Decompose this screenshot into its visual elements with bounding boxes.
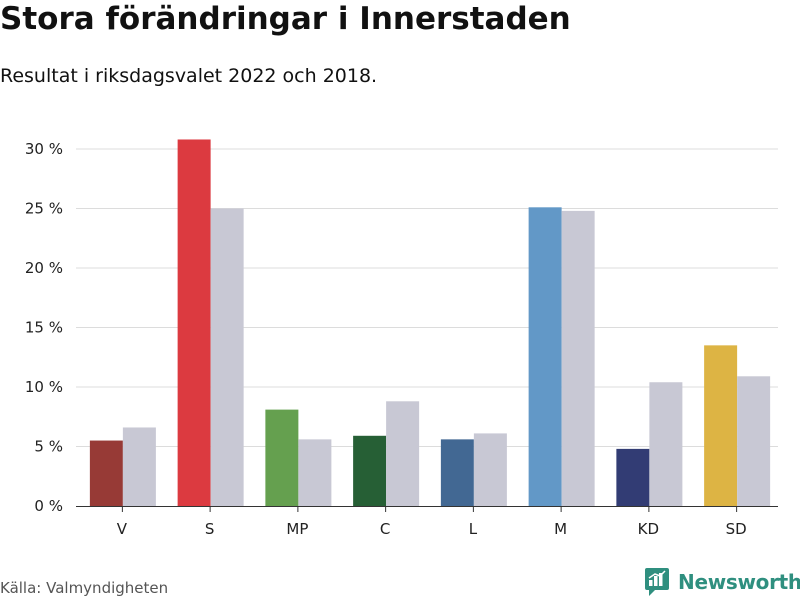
x-tick-label: M [554,520,567,538]
x-tick-label: C [380,520,390,538]
bar-2022-mp [265,409,299,506]
brand-name: Newsworthy [678,570,800,594]
y-tick-label: 20 % [25,259,63,277]
x-tick-label: KD [638,520,659,538]
chart-title: Stora förändringar i Innerstaden [0,1,571,37]
chart-subtitle: Resultat i riksdagsvalet 2022 och 2018. [0,65,378,87]
bar-2022-m [528,207,562,506]
y-tick-label: 30 % [25,140,63,158]
bar-2018-s [210,208,244,506]
bar-2018-c [386,401,420,506]
bar-2018-mp [298,439,332,506]
x-tick-label: S [205,520,215,538]
bar-2022-v [89,440,123,506]
bar-2018-l [473,433,507,506]
x-tick-label: SD [726,520,747,538]
y-tick-label: 0 % [34,497,63,515]
y-tick-label: 25 % [25,200,63,218]
y-tick-label: 15 % [25,319,63,337]
x-tick-label: V [117,520,128,538]
bar-2018-v [122,427,156,506]
bar-2018-m [561,210,595,506]
y-tick-label: 10 % [25,378,63,396]
bar-2022-sd [704,345,738,506]
bar-2022-c [353,435,387,506]
bar-2022-s [177,139,211,507]
x-tick-label: MP [286,520,308,538]
y-tick-label: 5 % [34,438,63,456]
source-note: Källa: Valmyndigheten [0,579,169,597]
bar-2018-kd [649,382,683,506]
bar-2022-l [440,439,474,506]
x-tick-label: L [469,520,478,538]
bars [89,139,771,507]
brand-logo: Newsworthy [644,567,800,597]
bar-chart: 0 % 5 % 10 % 15 % 20 % 25 % 30 % V S MP C L M KD SD [25,139,778,538]
y-axis-tick-labels: 0 % 5 % 10 % 15 % 20 % 25 % 30 % [25,140,63,515]
x-axis-tick-labels: V S MP C L M KD SD [117,506,747,538]
bar-chart-icon [645,568,669,596]
bar-2022-kd [616,448,650,506]
bar-2018-sd [737,376,771,506]
